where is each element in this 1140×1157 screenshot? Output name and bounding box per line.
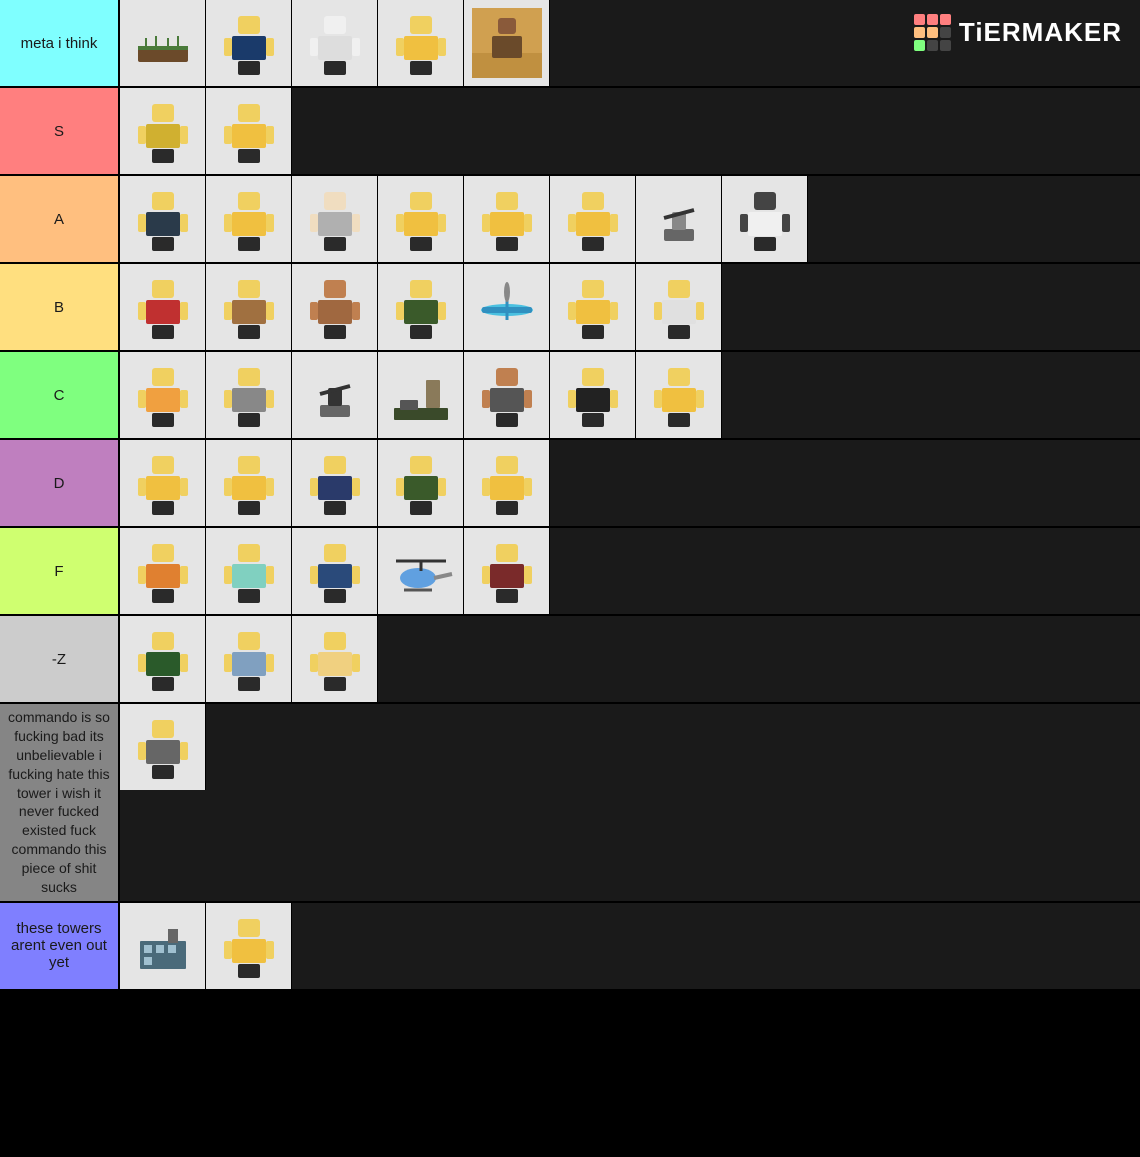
- tier-item[interactable]: [550, 352, 636, 438]
- tier-label[interactable]: these towers arent even out yet: [0, 903, 120, 989]
- tier-item[interactable]: [636, 352, 722, 438]
- tier-item[interactable]: [550, 176, 636, 262]
- tier-item[interactable]: [120, 440, 206, 526]
- tiermaker-logo: TiERMAKER: [914, 14, 1122, 51]
- tier-list: meta i thinkSABCDF-Zcommando is so fucki…: [0, 0, 1140, 991]
- tier-items-container[interactable]: [120, 616, 1140, 702]
- tier-row: -Z: [0, 616, 1140, 704]
- tier-item[interactable]: [206, 903, 292, 989]
- tier-item[interactable]: [206, 352, 292, 438]
- tier-items-container[interactable]: [120, 88, 1140, 174]
- tier-item[interactable]: [550, 264, 636, 350]
- tier-item[interactable]: [120, 704, 206, 790]
- logo-grid-icon: [914, 14, 951, 51]
- tier-item[interactable]: [206, 176, 292, 262]
- tier-item[interactable]: [206, 440, 292, 526]
- tier-item[interactable]: [120, 264, 206, 350]
- tier-item[interactable]: [464, 0, 550, 86]
- tier-row: these towers arent even out yet: [0, 903, 1140, 991]
- tier-item[interactable]: [464, 528, 550, 614]
- tier-item[interactable]: [378, 264, 464, 350]
- tier-label[interactable]: -Z: [0, 616, 120, 702]
- tier-item[interactable]: [378, 528, 464, 614]
- tier-items-container[interactable]: [120, 352, 1140, 438]
- tier-row: commando is so fucking bad its unbelieva…: [0, 704, 1140, 903]
- tier-row: C: [0, 352, 1140, 440]
- tier-item[interactable]: [292, 264, 378, 350]
- tier-item[interactable]: [378, 352, 464, 438]
- tier-item[interactable]: [206, 616, 292, 702]
- tier-row: B: [0, 264, 1140, 352]
- tier-items-container[interactable]: [120, 528, 1140, 614]
- tier-label[interactable]: D: [0, 440, 120, 526]
- tier-item[interactable]: [292, 616, 378, 702]
- tier-item[interactable]: [636, 176, 722, 262]
- tier-label[interactable]: meta i think: [0, 0, 120, 86]
- tier-row: A: [0, 176, 1140, 264]
- tier-label[interactable]: B: [0, 264, 120, 350]
- tier-item[interactable]: [120, 528, 206, 614]
- tier-item[interactable]: [120, 616, 206, 702]
- tier-row: F: [0, 528, 1140, 616]
- tier-label[interactable]: C: [0, 352, 120, 438]
- tier-item[interactable]: [206, 264, 292, 350]
- tier-item[interactable]: [464, 264, 550, 350]
- tier-item[interactable]: [120, 176, 206, 262]
- tier-item[interactable]: [378, 440, 464, 526]
- tier-items-container[interactable]: [120, 440, 1140, 526]
- tier-item[interactable]: [206, 0, 292, 86]
- tier-item[interactable]: [464, 176, 550, 262]
- tier-item[interactable]: [292, 528, 378, 614]
- tier-item[interactable]: [120, 0, 206, 86]
- tier-item[interactable]: [120, 903, 206, 989]
- tier-items-container[interactable]: [120, 704, 1140, 901]
- tier-item[interactable]: [292, 440, 378, 526]
- tier-item[interactable]: [120, 88, 206, 174]
- tier-item[interactable]: [292, 176, 378, 262]
- tier-row: S: [0, 88, 1140, 176]
- tier-items-container[interactable]: [120, 176, 1140, 262]
- tier-item[interactable]: [464, 352, 550, 438]
- tier-item[interactable]: [206, 528, 292, 614]
- tier-item[interactable]: [292, 352, 378, 438]
- tier-item[interactable]: [378, 176, 464, 262]
- tier-items-container[interactable]: [120, 264, 1140, 350]
- tier-item[interactable]: [292, 0, 378, 86]
- tier-item[interactable]: [378, 0, 464, 86]
- tier-items-container[interactable]: [120, 903, 1140, 989]
- logo-text: TiERMAKER: [959, 17, 1122, 48]
- tier-label[interactable]: A: [0, 176, 120, 262]
- tier-item[interactable]: [464, 440, 550, 526]
- tier-item[interactable]: [206, 88, 292, 174]
- tier-row: D: [0, 440, 1140, 528]
- tier-label[interactable]: S: [0, 88, 120, 174]
- tier-item[interactable]: [120, 352, 206, 438]
- tier-label[interactable]: F: [0, 528, 120, 614]
- tier-item[interactable]: [636, 264, 722, 350]
- tier-item[interactable]: [722, 176, 808, 262]
- tier-label[interactable]: commando is so fucking bad its unbelieva…: [0, 704, 120, 901]
